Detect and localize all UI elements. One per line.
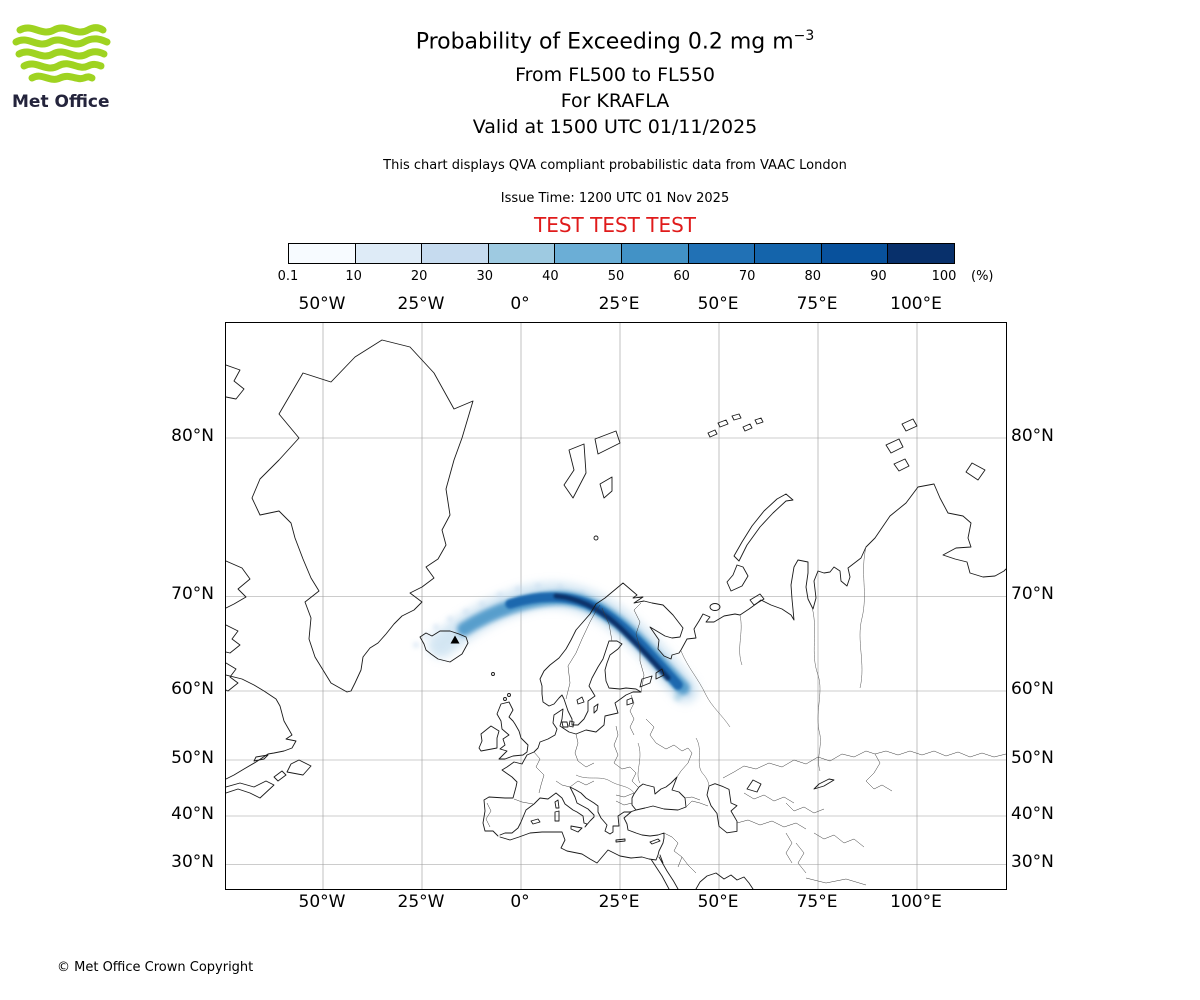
page-title-text: Probability of Exceeding 0.2 mg m	[415, 29, 794, 55]
lat-label-right: 40°N	[1011, 804, 1054, 824]
colorbar-segment	[821, 244, 889, 263]
lat-label-left: 80°N	[171, 426, 214, 446]
lat-label-left: 50°N	[171, 748, 214, 768]
lon-label-top: 75°E	[796, 294, 838, 314]
colorbar-unit-label: (%)	[971, 269, 994, 284]
lon-label-top: 25°E	[598, 294, 640, 314]
lon-label-top: 100°E	[890, 294, 942, 314]
lat-label-right: 60°N	[1011, 679, 1054, 699]
lon-label-top: 50°W	[298, 294, 346, 314]
coast-iceland	[419, 630, 469, 663]
colorbar-tick: 30	[476, 269, 494, 284]
map-panel	[225, 322, 1007, 890]
lon-label-bottom: 0°	[510, 892, 530, 912]
lon-label-bottom: 100°E	[890, 892, 942, 912]
coastlines	[225, 339, 1007, 890]
colorbar-segment	[621, 244, 689, 263]
issue-time: Issue Time: 1200 UTC 01 Nov 2025	[500, 191, 730, 206]
colorbar-tick: 0.1	[277, 269, 299, 284]
colorbar-tick: 50	[607, 269, 625, 284]
coast-novaya-zemlya	[726, 493, 794, 606]
met-office-logo-text: Met Office	[12, 92, 110, 112]
lon-label-top: 50°E	[697, 294, 739, 314]
colorbar-tick: 20	[410, 269, 428, 284]
colorbar-segment	[755, 244, 822, 263]
qva-note: This chart displays QVA compliant probab…	[383, 158, 847, 173]
country-borders	[485, 602, 1007, 886]
map-canvas	[225, 323, 1007, 890]
colorbar-tick: 80	[804, 269, 822, 284]
met-office-logo: Met Office	[12, 22, 112, 112]
colorbar-tick: 90	[870, 269, 887, 284]
lon-label-bottom: 25°E	[598, 892, 640, 912]
colorbar-tick: 60	[673, 269, 690, 284]
lat-label-left: 30°N	[171, 852, 214, 872]
coast-red-sea	[651, 854, 679, 890]
colorbar-segment	[422, 244, 489, 263]
subtitle-volcano: For KRAFLA	[560, 90, 670, 112]
lat-label-right: 30°N	[1011, 852, 1054, 872]
lon-label-bottom: 25°W	[397, 892, 445, 912]
coast-franz-josef-land	[707, 413, 764, 438]
colorbar-segment	[888, 244, 954, 263]
lon-label-bottom: 50°E	[697, 892, 739, 912]
coast-eurasia	[482, 483, 1007, 837]
lat-label-right: 70°N	[1011, 584, 1054, 604]
colorbar-segment	[488, 244, 556, 263]
lat-label-left: 70°N	[171, 584, 214, 604]
lat-label-left: 40°N	[171, 804, 214, 824]
rivers	[575, 546, 867, 794]
coast-canada	[225, 364, 245, 400]
colorbar-segment	[555, 244, 622, 263]
coast-greenland	[251, 339, 474, 693]
coast-med-islands	[530, 799, 661, 845]
lon-label-bottom: 75°E	[796, 892, 838, 912]
coast-svalbard	[563, 430, 621, 499]
colorbar-segment	[289, 244, 356, 263]
colorbar-segment	[688, 244, 756, 263]
coast-ireland	[478, 725, 500, 752]
page-title: Probability of Exceeding 0.2 mg m−3	[15, 28, 1200, 54]
lon-label-top: 25°W	[397, 294, 445, 314]
coast-balkhash	[813, 778, 835, 790]
coast-severnaya-zemlya	[885, 418, 986, 481]
lat-label-right: 50°N	[1011, 748, 1054, 768]
page-title-superscript: −3	[793, 28, 815, 44]
colorbar-tick: 100	[931, 269, 957, 284]
volcano-marker	[450, 635, 460, 644]
colorbar-tick: 40	[542, 269, 559, 284]
lat-label-right: 80°N	[1011, 426, 1054, 446]
colorbar-tick: 70	[738, 269, 756, 284]
coast-mediterranean	[499, 776, 687, 864]
coast-great-britain	[496, 701, 529, 760]
met-office-logo-waves	[12, 24, 111, 83]
lat-label-left: 60°N	[171, 679, 214, 699]
coast-persian-gulf	[695, 872, 754, 890]
colorbar-segment	[355, 244, 423, 263]
probability-colorbar	[288, 243, 955, 264]
test-banner: TEST TEST TEST	[533, 213, 696, 237]
ash-plume	[413, 582, 698, 703]
colorbar-tick: 10	[345, 269, 362, 284]
coast-caspian	[706, 783, 738, 834]
copyright-notice: © Met Office Crown Copyright	[57, 960, 254, 975]
lon-label-bottom: 50°W	[298, 892, 346, 912]
lakes	[576, 668, 665, 706]
coast-aral	[746, 779, 762, 793]
subtitle-flight-levels: From FL500 to FL550	[515, 64, 715, 86]
lon-label-top: 0°	[510, 294, 530, 314]
subtitle-valid-time: Valid at 1500 UTC 01/11/2025	[472, 116, 758, 138]
